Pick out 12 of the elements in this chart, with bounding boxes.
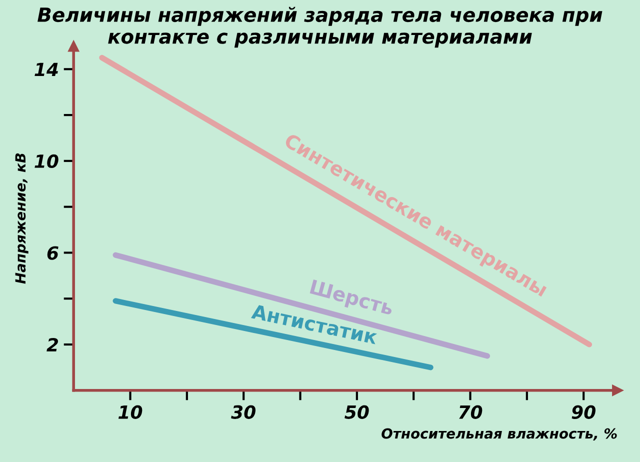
x-tick-label: 30 <box>231 405 256 419</box>
x-axis-title: Относительная влажность, % <box>382 428 617 441</box>
y-tick-label: 14 <box>34 62 58 76</box>
x-tick-label: 90 <box>572 405 596 419</box>
y-tick-label: 6 <box>47 246 58 260</box>
y-tick-label: 10 <box>34 154 58 168</box>
chart-title: Величины напряжений заряда тела человека при контакте с различными материалами <box>38 6 602 48</box>
x-tick-label: 70 <box>459 405 482 419</box>
y-axis-title: Напряжение, кВ <box>15 153 28 284</box>
x-tick-label: 10 <box>118 405 142 419</box>
x-tick-label: 50 <box>344 405 369 419</box>
y-tick-label: 2 <box>46 338 58 352</box>
